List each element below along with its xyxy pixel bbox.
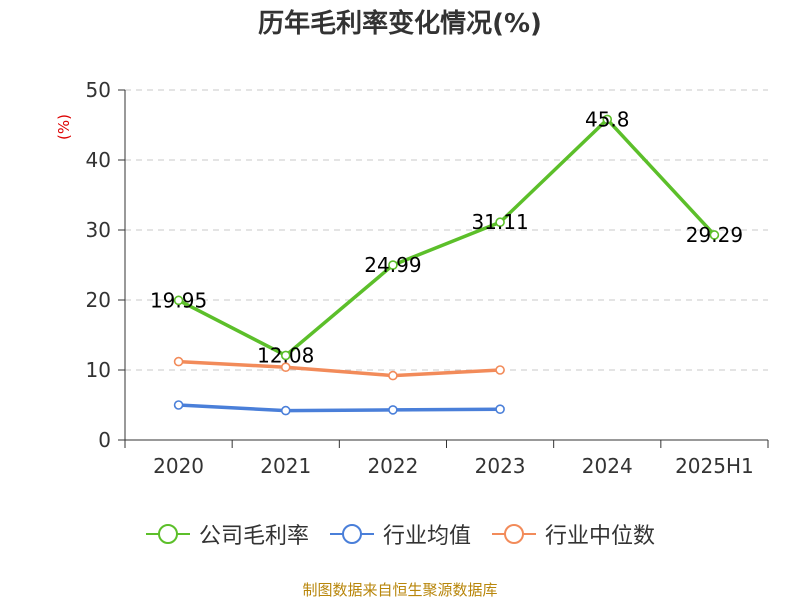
legend-marker-icon (492, 524, 536, 544)
series-line (176, 403, 502, 413)
data-point[interactable] (709, 230, 720, 240)
data-label: 29.29 (686, 223, 743, 247)
y-tick-label: 50 (86, 78, 111, 102)
data-label: 19.95 (150, 288, 207, 312)
legend-marker-icon (329, 524, 374, 544)
x-category-label: 2023 (475, 454, 526, 478)
data-labels: 19.95 12.08 24.99 31.11 45.8 29.29 (150, 107, 743, 367)
data-point[interactable] (173, 356, 184, 367)
x-category-label: 2020 (153, 454, 204, 478)
data-point[interactable] (495, 217, 505, 228)
data-point[interactable] (388, 405, 398, 415)
data-point[interactable] (280, 405, 291, 416)
data-point[interactable] (495, 404, 505, 415)
y-tick-label: 40 (86, 148, 111, 172)
y-axis-unit-label: (%) (55, 114, 73, 140)
source-note: 制图数据来自恒生聚源数据库 (302, 581, 498, 599)
series-lines (173, 114, 720, 416)
data-point[interactable] (280, 362, 291, 373)
series-line (176, 359, 502, 378)
data-label: 45.8 (585, 107, 630, 131)
x-category-label: 2024 (582, 454, 633, 478)
legend-item[interactable]: 行业中位数 (491, 518, 655, 550)
y-tick-label: 10 (86, 358, 111, 382)
series-line (176, 117, 717, 358)
data-label: 12.08 (257, 343, 314, 367)
grid-lines (125, 89, 768, 371)
x-category-label: 2025H1 (675, 454, 754, 478)
data-label: 24.99 (364, 253, 421, 277)
data-point[interactable] (388, 260, 398, 270)
x-category-label: 2022 (367, 454, 418, 478)
data-point[interactable] (388, 370, 398, 381)
legend: 公司毛利率 行业均值 行业中位数 (0, 518, 800, 550)
axes: 0 10 20 30 40 50 2020 2021 2022 2023 2024 2025H1 (86, 78, 769, 478)
legend-label: 行业中位数 (545, 524, 656, 549)
data-point[interactable] (495, 365, 505, 375)
data-label: 31.11 (471, 210, 528, 234)
legend-item[interactable]: 行业均值 (329, 518, 471, 550)
x-category-label: 2021 (260, 454, 311, 478)
y-tick-label: 30 (86, 218, 111, 242)
legend-item[interactable]: 公司毛利率 (145, 518, 309, 550)
y-tick-label: 0 (98, 428, 111, 452)
data-point[interactable] (602, 114, 613, 125)
chart-title: 历年毛利率变化情况(%) (258, 9, 542, 39)
data-point[interactable] (173, 295, 184, 306)
legend-marker-icon (145, 524, 190, 544)
y-tick-label: 20 (86, 288, 111, 312)
data-point[interactable] (173, 400, 184, 410)
legend-label: 行业均值 (382, 524, 471, 549)
legend-label: 公司毛利率 (198, 524, 309, 549)
data-point[interactable] (280, 350, 291, 361)
